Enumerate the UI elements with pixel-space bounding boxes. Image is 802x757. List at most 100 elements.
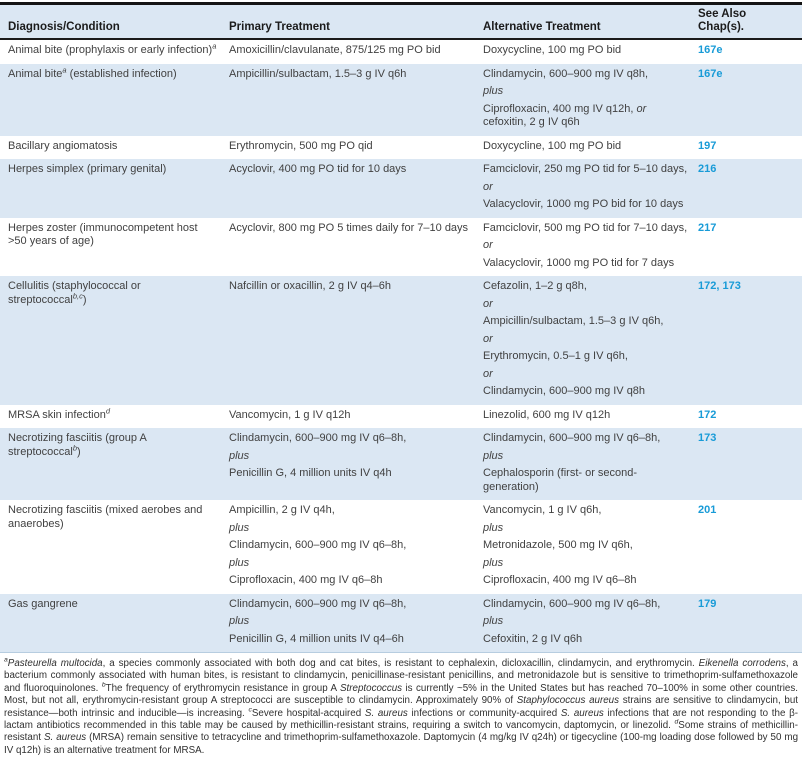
chapter-link[interactable]: 172 — [698, 408, 717, 421]
table-row: Cellulitis (staphylococcal or streptococ… — [0, 276, 802, 405]
alternative-treatment-cell: Doxycycline, 100 mg PO bid — [483, 136, 698, 160]
table-row: Animal bitea (established infection) Amp… — [0, 63, 802, 136]
treatment-line: Erythromycin, 500 mg PO qid — [229, 139, 373, 152]
treatment-line: or — [483, 367, 493, 380]
treatment-line: Clindamycin, 600–900 mg IV q6–8h, — [229, 539, 407, 551]
chapter-link[interactable]: 217 — [698, 221, 717, 234]
treatment-line: Famciclovir, 500 mg PO tid for 7–10 days… — [483, 221, 688, 234]
treatment-line: Ampicillin/sulbactam, 1.5–3 g IV q6h — [229, 67, 407, 80]
table-row: Herpes zoster (immunocompetent host >50 … — [0, 218, 802, 277]
table-row: Gas gangrene Clindamycin, 600–900 mg IV … — [0, 593, 802, 653]
col-header-primary-treatment: Primary Treatment — [229, 21, 330, 33]
diagnosis-text: Animal bitea (established infection) — [8, 64, 177, 80]
treatment-table: Diagnosis/Condition Primary Treatment Al… — [0, 2, 802, 653]
treatment-line: Amoxicillin/clavulanate, 875/125 mg PO b… — [229, 44, 441, 56]
see-also-cell: 167e — [698, 64, 802, 136]
diagnosis-text: Gas gangrene — [8, 597, 78, 610]
treatment-line: or — [483, 239, 493, 251]
treatment-line: Clindamycin, 600–900 mg IV q6–8h, — [483, 432, 661, 444]
treatment-line: Cephalosporin (first- or second-generati… — [483, 467, 638, 493]
primary-treatment-cell: Clindamycin, 600–900 mg IV q6–8h, plus Pen… — [229, 594, 483, 653]
diagnosis-text: Herpes zoster (immunocompetent host >50 … — [8, 221, 198, 248]
see-also-cell: 197 — [698, 136, 802, 160]
primary-treatment-cell: Acyclovir, 400 mg PO tid for 10 days — [229, 159, 483, 218]
treatment-line: Linezolid, 600 mg IV q12h — [483, 408, 611, 421]
see-also-cell: 179 — [698, 594, 802, 653]
treatment-line: Acyclovir, 800 mg PO 5 times daily for 7… — [229, 221, 469, 234]
diagnosis-text: MRSA skin infectiond — [8, 405, 110, 421]
primary-treatment-cell: Ampicillin, 2 g IV q4h, plus Clindamycin, … — [229, 500, 483, 594]
treatment-line: Cefazolin, 1–2 g q8h, — [483, 280, 587, 292]
treatment-line: Penicillin G, 4 million units IV q4–6h — [229, 632, 404, 645]
alternative-treatment-cell: Doxycycline, 100 mg PO bid — [483, 40, 698, 64]
diagnosis-text: Animal bite (prophylaxis or early infect… — [8, 41, 217, 56]
primary-treatment-cell: Vancomycin, 1 g IV q12h — [229, 405, 483, 429]
treatment-line: Ciprofloxacin, 400 mg IV q6–8h — [483, 574, 637, 586]
treatment-line: Vancomycin, 1 g IV q6h, — [483, 504, 602, 516]
treatment-line: Valacyclovir, 1000 mg PO tid for 7 days — [483, 256, 675, 269]
treatment-line: plus — [483, 449, 504, 462]
treatment-line: plus — [229, 556, 250, 569]
treatment-line: plus — [483, 556, 504, 569]
primary-treatment-cell: Ampicillin/sulbactam, 1.5–3 g IV q6h — [229, 64, 483, 136]
treatment-line: Doxycycline, 100 mg PO bid — [483, 139, 622, 152]
treatment-line: Clindamycin, 600–900 mg IV q6–8h, — [229, 597, 407, 610]
treatment-line: Famciclovir, 250 mg PO tid for 5–10 days… — [483, 163, 688, 175]
chapter-link[interactable]: 167e — [698, 44, 723, 56]
table-row: Necrotizing fasciitis (mixed aerobes and… — [0, 500, 802, 594]
chapter-link[interactable]: 167e — [698, 67, 723, 80]
diagnosis-cell: Gas gangrene — [0, 594, 229, 653]
see-also-cell: 173 — [698, 428, 802, 500]
treatment-line: Metronidazole, 500 mg IV q6h, — [483, 539, 633, 551]
footnote-text: aPasteurella multocida, a species common… — [4, 656, 799, 756]
see-also-cell: 172 — [698, 405, 802, 429]
alternative-treatment-cell: Famciclovir, 500 mg PO tid for 7–10 days… — [483, 218, 698, 277]
alternative-treatment-cell: Clindamycin, 600–900 mg IV q6–8h, plus Cef… — [483, 594, 698, 653]
treatment-line: Ampicillin/sulbactam, 1.5–3 g IV q6h, — [483, 315, 664, 327]
see-also-cell: 216 — [698, 159, 802, 218]
treatment-line: or — [483, 180, 493, 193]
diagnosis-text: Herpes simplex (primary genital) — [8, 163, 167, 175]
treatment-line: plus — [483, 521, 504, 534]
treatment-line: plus — [229, 615, 250, 627]
diagnosis-cell: Bacillary angiomatosis — [0, 136, 229, 160]
diagnosis-cell: Necrotizing fasciitis (mixed aerobes and… — [0, 500, 229, 594]
chapter-link[interactable]: 197 — [698, 139, 717, 152]
table-body: Animal bite (prophylaxis or early infect… — [0, 40, 802, 652]
primary-treatment-cell: Erythromycin, 500 mg PO qid — [229, 136, 483, 160]
treatment-line: Clindamycin, 600–900 mg IV q8h — [483, 385, 646, 397]
treatment-line: Clindamycin, 600–900 mg IV q8h, — [483, 67, 649, 80]
treatment-line: or — [483, 297, 493, 310]
diagnosis-text: Necrotizing fasciitis (mixed aerobes and… — [8, 504, 203, 530]
alternative-treatment-cell: Vancomycin, 1 g IV q6h, plus Metronidazole… — [483, 500, 698, 594]
treatment-line: Doxycycline, 100 mg PO bid — [483, 44, 622, 56]
table-row: Necrotizing fasciitis (group A streptoco… — [0, 428, 802, 500]
table-row: MRSA skin infectiond Vancomycin, 1 g IV … — [0, 405, 802, 429]
primary-treatment-cell: Nafcillin or oxacillin, 2 g IV q4–6h — [229, 276, 483, 405]
primary-treatment-cell: Clindamycin, 600–900 mg IV q6–8h, plus Pen… — [229, 428, 483, 500]
col-header-see-also-chapters: See Also Chap(s). — [698, 8, 747, 33]
table-row: Herpes simplex (primary genital) Acyclov… — [0, 159, 802, 218]
table-row: Animal bite (prophylaxis or early infect… — [0, 40, 802, 64]
col-header-alternative-treatment: Alternative Treatment — [483, 21, 601, 33]
treatment-line: Erythromycin, 0.5–1 g IV q6h, — [483, 350, 628, 362]
alternative-treatment-cell: Famciclovir, 250 mg PO tid for 5–10 days… — [483, 159, 698, 218]
alternative-treatment-cell: Clindamycin, 600–900 mg IV q8h, plus Cipro… — [483, 64, 698, 136]
col-header-diagnosis: Diagnosis/Condition — [8, 21, 120, 33]
diagnosis-cell: MRSA skin infectiond — [0, 405, 229, 429]
chapter-link[interactable]: 201 — [698, 504, 717, 516]
chapter-link[interactable]: 216 — [698, 163, 717, 175]
treatment-line: Clindamycin, 600–900 mg IV q6–8h, — [483, 597, 661, 610]
treatment-line: Ciprofloxacin, 400 mg IV q6–8h — [229, 574, 383, 586]
chapter-link[interactable]: 173 — [698, 432, 717, 444]
treatment-line: or — [483, 332, 493, 345]
primary-treatment-cell: Acyclovir, 800 mg PO 5 times daily for 7… — [229, 218, 483, 277]
diagnosis-cell: Necrotizing fasciitis (group A streptoco… — [0, 428, 229, 500]
see-also-cell: 201 — [698, 500, 802, 594]
diagnosis-cell: Herpes simplex (primary genital) — [0, 159, 229, 218]
see-also-cell: 167e — [698, 40, 802, 64]
treatment-line: Penicillin G, 4 million units IV q4h — [229, 467, 392, 479]
chapter-link[interactable]: 179 — [698, 597, 717, 610]
chapter-link[interactable]: 172, 173 — [698, 280, 741, 292]
treatment-line: Cefoxitin, 2 g IV q6h — [483, 632, 583, 645]
